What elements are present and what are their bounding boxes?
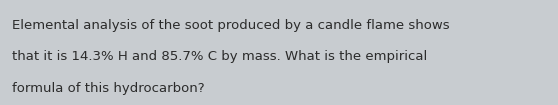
Text: Elemental analysis of the soot produced by a candle flame shows: Elemental analysis of the soot produced … (12, 19, 450, 32)
Text: that it is 14.3% H and 85.7% C by mass. What is the empirical: that it is 14.3% H and 85.7% C by mass. … (12, 50, 427, 63)
Text: formula of this hydrocarbon?: formula of this hydrocarbon? (12, 82, 205, 95)
